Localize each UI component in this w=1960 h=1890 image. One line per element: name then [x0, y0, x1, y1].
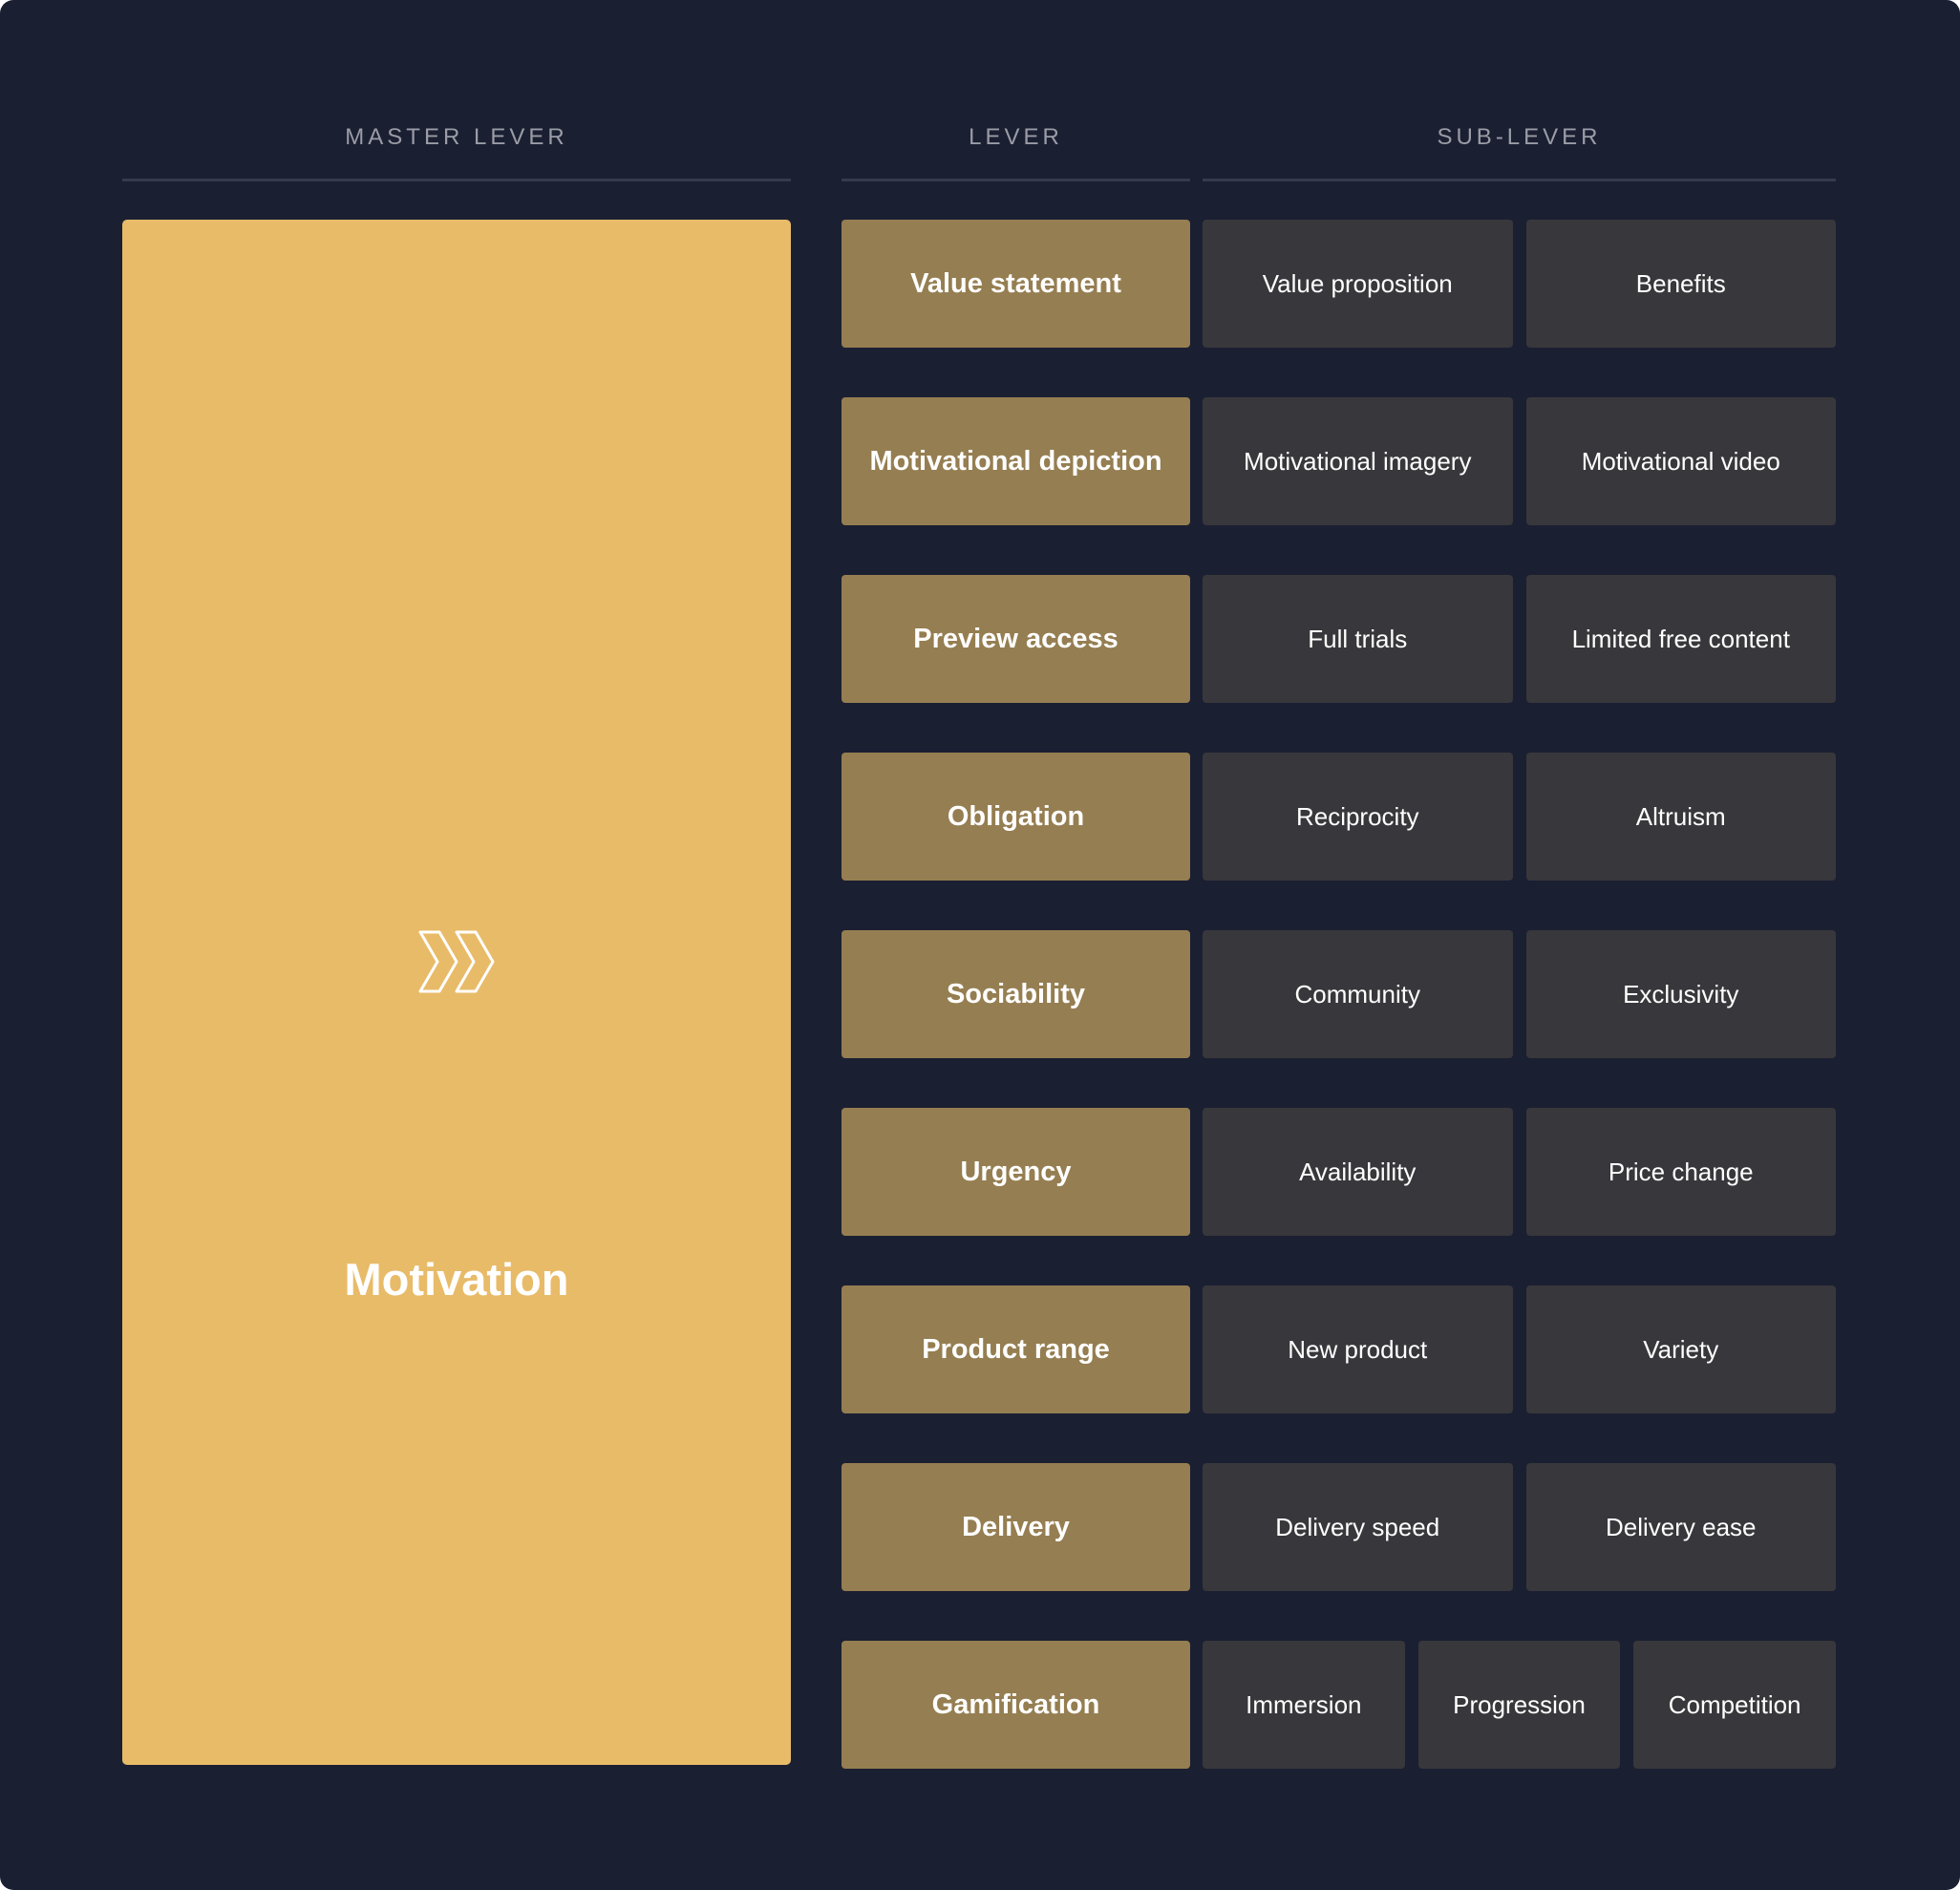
header-master-lever: MASTER LEVER [345, 124, 568, 150]
lever-cell: Value statement [842, 220, 1190, 348]
sub-lever-cell: Motivational video [1525, 397, 1836, 525]
sub-lever-cell: Motivational imagery [1203, 397, 1513, 525]
header-divider [842, 179, 1190, 181]
sub-lever-cell: Competition [1633, 1641, 1836, 1769]
lever-cell: Obligation [842, 753, 1190, 881]
master-lever-title: Motivation [344, 1254, 569, 1305]
lever-cell: Delivery [842, 1463, 1190, 1591]
sub-lever-cell: Delivery ease [1525, 1463, 1836, 1591]
header-sub-lever: SUB-LEVER [1437, 124, 1602, 150]
lever-cell: Preview access [842, 575, 1190, 703]
header-divider [122, 179, 791, 181]
sub-lever-cell: Immersion [1203, 1641, 1405, 1769]
sub-lever-cell: Reciprocity [1203, 753, 1513, 881]
sub-lever-cell: Limited free content [1525, 575, 1836, 703]
header-lever: LEVER [969, 124, 1063, 150]
sub-lever-cell: Availability [1203, 1108, 1513, 1236]
sub-lever-cell: Exclusivity [1525, 930, 1836, 1058]
lever-cell: Motivational depiction [842, 397, 1190, 525]
sub-lever-cell: Variety [1525, 1285, 1836, 1413]
sub-lever-cell: Price change [1525, 1108, 1836, 1236]
lever-cell: Product range [842, 1285, 1190, 1413]
sub-lever-cell: Value proposition [1203, 220, 1513, 348]
sub-lever-cell: Benefits [1525, 220, 1836, 348]
lever-cell: Sociability [842, 930, 1190, 1058]
double-chevron-right-icon [418, 930, 495, 993]
lever-cell: Urgency [842, 1108, 1190, 1236]
sub-lever-cell: Full trials [1203, 575, 1513, 703]
sub-lever-cell: Progression [1417, 1641, 1621, 1769]
sub-lever-cell: Community [1203, 930, 1513, 1058]
header-divider [1203, 179, 1836, 181]
sub-lever-cell: Delivery speed [1203, 1463, 1513, 1591]
sub-lever-cell: Altruism [1525, 753, 1836, 881]
master-lever-motivation: Motivation [122, 220, 791, 1765]
sub-lever-cell: New product [1203, 1285, 1513, 1413]
lever-cell: Gamification [842, 1641, 1190, 1769]
